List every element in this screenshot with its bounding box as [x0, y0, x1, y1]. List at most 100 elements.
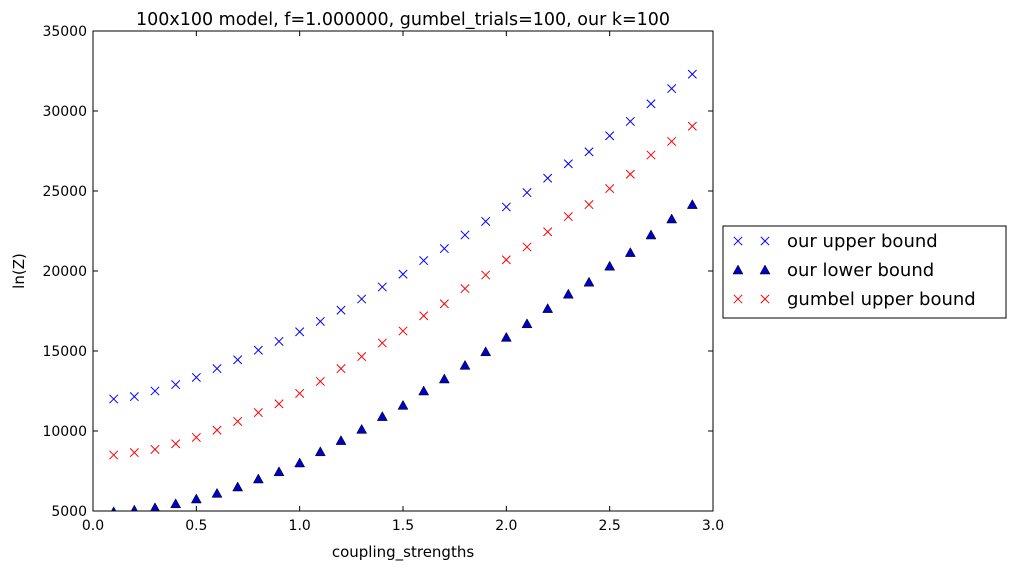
- y-tick-label: 10000: [42, 424, 87, 440]
- data-point: [129, 448, 139, 458]
- marker-stroke: [233, 355, 243, 365]
- data-point: [686, 199, 698, 209]
- data-point: [584, 147, 594, 157]
- data-point: [377, 282, 387, 292]
- data-point: [253, 408, 263, 418]
- marker-stroke: [253, 345, 263, 355]
- data-point: [109, 450, 119, 460]
- marker-stroke: [336, 305, 346, 315]
- marker-stroke: [212, 425, 222, 435]
- marker-stroke: [274, 336, 284, 346]
- legend-entry: our lower bound: [732, 260, 934, 281]
- data-point: [150, 386, 160, 396]
- data-point: [212, 425, 222, 435]
- data-point: [625, 169, 635, 179]
- data-point: [460, 230, 470, 240]
- data-point: [418, 385, 430, 396]
- data-point: [459, 359, 471, 370]
- data-point: [315, 316, 325, 326]
- marker-stroke: [563, 159, 573, 169]
- marker-stroke: [129, 448, 139, 458]
- data-point: [438, 373, 450, 384]
- data-point: [295, 327, 305, 337]
- marker-stroke: [460, 284, 470, 294]
- data-point: [130, 504, 138, 511]
- data-point: [233, 355, 243, 365]
- marker-stroke: [625, 116, 635, 126]
- x-tick-label: 2.5: [599, 518, 621, 534]
- marker-stroke: [543, 173, 553, 183]
- data-point: [667, 136, 677, 146]
- marker-stroke: [733, 294, 743, 304]
- legend-marker: [732, 264, 744, 275]
- y-axis-label: ln(Z): [10, 253, 28, 289]
- data-point: [191, 372, 201, 382]
- legend-marker: [733, 236, 743, 246]
- data-point: [667, 84, 677, 94]
- data-point: [605, 131, 615, 141]
- data-point: [295, 388, 305, 398]
- marker-stroke: [171, 439, 181, 449]
- data-point: [356, 423, 368, 434]
- data-point: [583, 276, 595, 287]
- marker-stroke: [109, 450, 119, 460]
- marker-stroke: [295, 327, 305, 337]
- marker-stroke: [605, 184, 615, 194]
- marker-stroke: [233, 416, 243, 426]
- data-point: [439, 299, 449, 309]
- data-point: [419, 311, 429, 321]
- series-our-lower-bound: [111, 199, 698, 511]
- marker-stroke: [605, 131, 615, 141]
- data-point: [419, 256, 429, 266]
- legend-label: our upper bound: [787, 231, 938, 252]
- marker-stroke: [377, 338, 387, 348]
- marker-stroke: [481, 270, 491, 280]
- legend-entry: our upper bound: [733, 231, 938, 252]
- data-point: [521, 318, 533, 329]
- data-point: [170, 498, 182, 509]
- marker-stroke: [315, 376, 325, 386]
- data-point: [481, 270, 491, 280]
- marker-stroke: [667, 84, 677, 94]
- data-point: [563, 212, 573, 222]
- marker-stroke: [760, 294, 770, 304]
- data-point: [646, 99, 656, 109]
- data-point: [584, 200, 594, 210]
- marker-stroke: [419, 311, 429, 321]
- marker-stroke: [109, 394, 119, 404]
- y-tick-label: 15000: [42, 344, 87, 360]
- marker-stroke: [625, 169, 635, 179]
- marker-stroke: [543, 227, 553, 237]
- x-tick-label: 1.0: [289, 518, 311, 534]
- data-point: [150, 502, 160, 511]
- marker-stroke: [315, 316, 325, 326]
- data-point: [314, 446, 326, 457]
- y-tick-label: 25000: [42, 184, 87, 200]
- data-point: [500, 331, 512, 342]
- x-tick-label: 2.0: [495, 518, 517, 534]
- marker-stroke: [584, 147, 594, 157]
- marker-stroke: [274, 399, 284, 409]
- data-point: [460, 284, 470, 294]
- data-point: [253, 345, 263, 355]
- y-tick-label: 20000: [42, 264, 87, 280]
- data-point: [212, 364, 222, 374]
- plot-area: 0.0 0.5 1.0 1.5 2.0 2.5 3.0 5000 10000 15000 20000…: [42, 24, 724, 534]
- data-point: [191, 432, 201, 442]
- data-point: [233, 416, 243, 426]
- data-point: [357, 294, 367, 304]
- data-point: [190, 493, 202, 504]
- data-point: [109, 394, 119, 404]
- x-axis-label: coupling_strengths: [332, 543, 474, 562]
- data-point: [625, 116, 635, 126]
- legend-marker: [733, 294, 743, 304]
- marker-stroke: [357, 294, 367, 304]
- data-point: [111, 506, 117, 511]
- marker-stroke: [481, 216, 491, 226]
- data-point: [171, 380, 181, 390]
- data-point: [336, 364, 346, 374]
- data-point: [687, 69, 697, 79]
- data-point: [232, 481, 244, 492]
- legend-marker: [759, 264, 771, 275]
- legend-marker: [760, 236, 770, 246]
